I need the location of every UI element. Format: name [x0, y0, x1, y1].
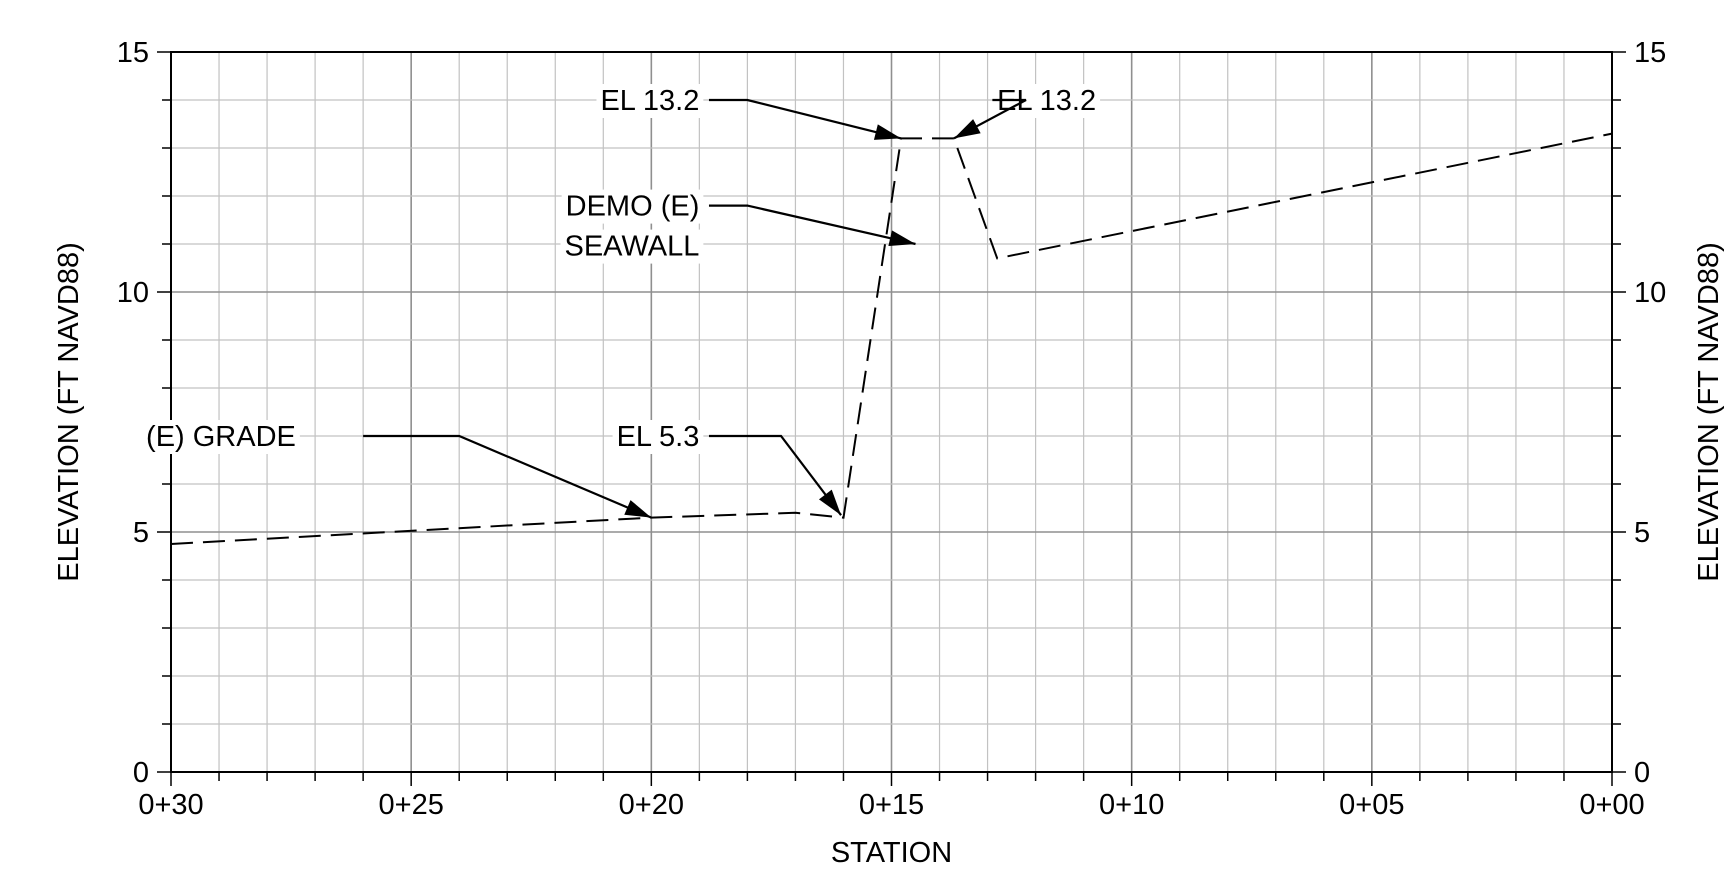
annotation-text: EL 13.2	[600, 85, 699, 117]
annotation-text: (E) GRADE	[146, 421, 296, 453]
y-tick-label-left: 5	[133, 517, 149, 549]
annotation: EL 5.3	[612, 420, 842, 516]
y-axis-title-right: ELEVATION (FT NAVD88)	[1693, 242, 1725, 581]
series	[170, 132, 1613, 545]
leader-line	[708, 98, 902, 140]
annotation-text: DEMO (E)	[566, 191, 700, 223]
y-tick-label-right: 10	[1634, 277, 1666, 309]
x-tick-label: 0+15	[859, 789, 924, 821]
x-tick-label: 0+20	[619, 789, 684, 821]
leader-arrowhead	[818, 489, 842, 516]
leader-line	[363, 434, 652, 519]
x-axis-title: STATION	[831, 837, 952, 869]
annotation-text-mask	[560, 229, 704, 264]
leader-arrowhead	[624, 500, 652, 518]
grid	[170, 51, 1613, 773]
annotation: DEMO (E) SEAWALL	[560, 189, 916, 264]
y-tick-label-left: 10	[117, 277, 149, 309]
x-tick-label: 0+00	[1579, 789, 1644, 821]
x-tick-label: 0+10	[1099, 789, 1164, 821]
x-tick-label: 0+25	[379, 789, 444, 821]
annotation-text-mask	[596, 84, 704, 118]
annotation: EL 13.2	[596, 84, 902, 140]
annotation-text-mask	[612, 420, 704, 454]
leader-line	[708, 204, 916, 246]
annotation-text: EL 5.3	[617, 421, 700, 453]
y-tick-label-left: 15	[117, 37, 149, 69]
y-tick-label-left: 0	[133, 757, 149, 789]
leader-line	[953, 98, 1027, 140]
annotation: (E) GRADE	[142, 420, 652, 519]
y-tick-label-right: 5	[1634, 517, 1650, 549]
annotation-text-mask	[561, 189, 704, 224]
leader-line	[708, 434, 842, 516]
y-axis-title-left: ELEVATION (FT NAVD88)	[53, 242, 85, 581]
x-tick-label: 0+30	[138, 789, 203, 821]
annotation-text: SEAWALL	[565, 231, 700, 263]
y-tick-label-right: 15	[1634, 37, 1666, 69]
y-tick-label-right: 0	[1634, 757, 1650, 789]
annotations: EL 13.2 EL 13.2 DEMO (E) SEAWALL (E) GRADE EL…	[142, 84, 1101, 519]
leader-arrowhead	[888, 230, 916, 247]
annotation-text-mask	[142, 420, 300, 454]
leader-arrowhead	[953, 119, 981, 139]
x-tick-label: 0+05	[1339, 789, 1404, 821]
grade-profile-line	[170, 132, 1613, 545]
annotation: EL 13.2	[953, 84, 1101, 140]
leader-arrowhead	[873, 124, 902, 140]
